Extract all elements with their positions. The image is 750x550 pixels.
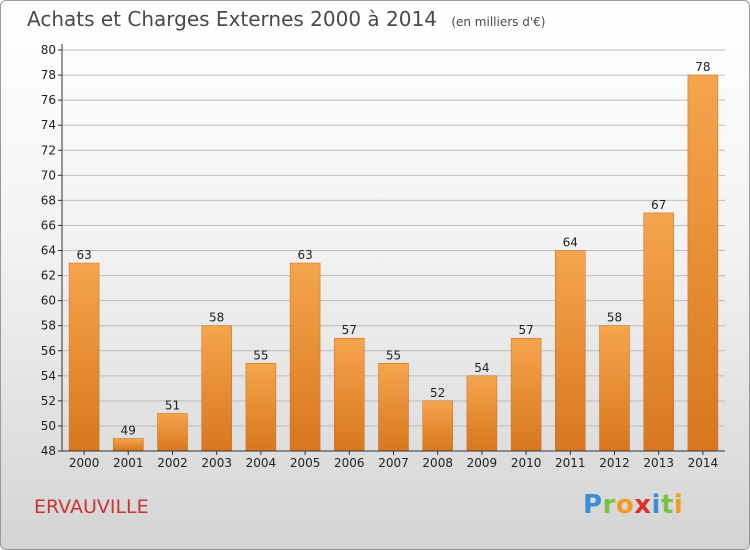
y-tick-label: 72 [41,143,56,157]
bar-2011 [555,250,586,452]
value-label: 52 [430,386,445,400]
logo-letter: r [602,490,616,520]
value-label: 51 [165,398,180,412]
value-label: 67 [651,198,666,212]
y-tick-label: 56 [41,344,56,358]
y-tick-label: 54 [41,369,56,383]
x-tick-label: 2004 [246,456,277,470]
x-tick-label: 2013 [643,456,674,470]
value-label: 78 [695,60,710,74]
y-tick-label: 66 [41,218,56,232]
value-label: 55 [386,348,401,362]
value-label: 57 [518,323,533,337]
x-tick-label: 2005 [290,456,321,470]
value-label: 63 [76,248,91,262]
logo-letter: x [634,490,652,520]
bar-2013 [643,212,674,452]
bar-2010 [510,337,542,452]
logo-letter: i [673,490,684,520]
y-tick-label: 52 [41,394,56,408]
logo-letter: t [660,490,674,520]
bar-2004 [245,363,277,452]
chart-title: Achats et Charges Externes 2000 à 2014 (… [27,7,545,31]
x-tick-label: 2014 [688,456,719,470]
bar-2012 [599,325,630,452]
bar-2009 [466,375,498,452]
value-label: 58 [607,311,622,325]
bar-2000 [68,262,100,452]
y-tick-label: 80 [41,43,56,57]
x-tick-label: 2000 [69,456,100,470]
y-tick-label: 58 [41,319,56,333]
x-tick-label: 2001 [113,456,144,470]
x-tick-label: 2009 [467,456,498,470]
value-labels: 63 49 51 58 55 63 57 55 52 54 57 64 58 67 78 [76,60,710,437]
y-tick-label: 74 [41,118,56,132]
x-tick-label: 2011 [555,456,586,470]
x-tick-label: 2008 [422,456,453,470]
bar-2003 [201,325,232,452]
y-tick-labels: 48 50 52 54 56 58 60 62 64 66 68 70 72 74 76 78 80 [41,43,56,458]
bar-2006 [334,337,365,452]
value-label: 64 [563,236,578,250]
bar-2002 [157,413,188,452]
bar-2014 [687,74,719,452]
value-label: 49 [121,423,136,437]
y-tick-label: 78 [41,68,56,82]
y-tick-label: 70 [41,168,56,182]
x-tick-label: 2002 [157,456,188,470]
bar-2008 [422,400,453,452]
logo-letter: i [651,490,661,520]
city-name: ERVAUVILLE [34,496,149,518]
x-tick-label: 2003 [201,456,232,470]
x-tick-label: 2007 [378,456,409,470]
y-tick-label: 60 [41,294,56,308]
value-label: 63 [297,248,312,262]
proxiti-logo: Proxiti [583,490,683,520]
bar-2001 [113,438,144,452]
chart-title-text: Achats et Charges Externes 2000 à 2014 [27,7,437,31]
x-tick-label: 2010 [511,456,542,470]
y-tick-label: 64 [41,244,56,258]
chart-unit-note: (en milliers d'€) [451,15,546,29]
bar-2005 [289,262,321,452]
value-label: 54 [474,361,489,375]
y-tick-label: 50 [41,419,56,433]
y-tick-label: 76 [41,93,56,107]
logo-letter: P [583,490,603,520]
logo-letter: o [615,490,635,520]
bars [68,74,719,452]
y-tick-label: 48 [41,444,56,458]
value-label: 58 [209,311,224,325]
bar-2007 [378,363,409,452]
x-tick-labels: 2000 2001 2002 2003 2004 2005 2006 2007 2008 2009… [69,451,718,470]
value-label: 55 [253,348,268,362]
y-tick-label: 68 [41,193,56,207]
value-label: 57 [342,323,357,337]
x-tick-label: 2006 [334,456,365,470]
x-tick-label: 2012 [599,456,630,470]
y-tick-label: 62 [41,269,56,283]
